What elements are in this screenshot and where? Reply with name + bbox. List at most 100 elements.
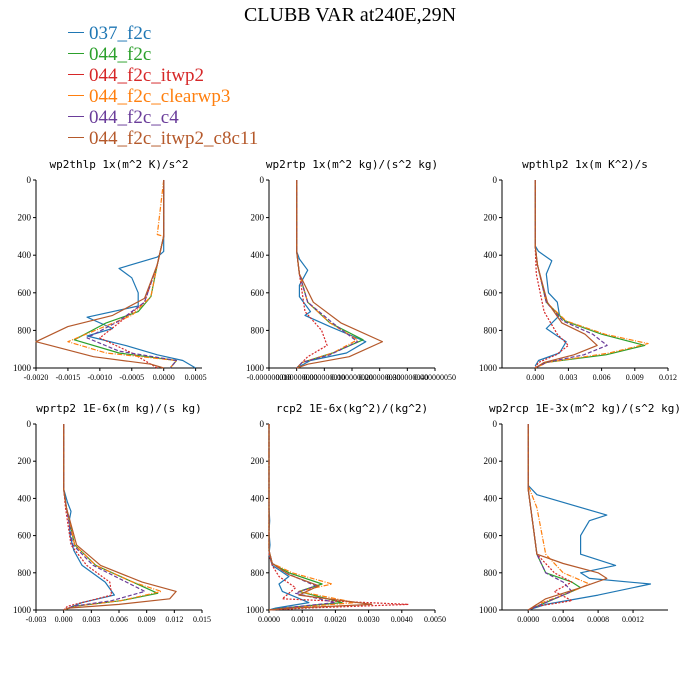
series-line-044-f2c: [296, 180, 364, 369]
y-tick-label: 1000: [479, 363, 498, 373]
y-tick-label: 800: [18, 568, 32, 578]
x-tick-label: 0.006: [593, 373, 611, 382]
legend-item: 044_f2c_clearwp3: [68, 85, 258, 107]
legend-swatch: [68, 94, 84, 96]
series-line-037-f2c: [63, 424, 116, 611]
y-tick-label: 800: [251, 568, 265, 578]
y-tick-label: 800: [484, 568, 498, 578]
y-tick-label: 400: [18, 250, 32, 260]
legend-swatch: [68, 31, 84, 33]
y-tick-label: 400: [251, 250, 265, 260]
y-tick-label: 0: [493, 175, 498, 185]
x-tick-label: 0.012: [165, 615, 183, 624]
panel-3: wpthlp2 1x(m K^2)/s 0 200 400 600 800 1000 0.00…: [479, 158, 677, 382]
legend-swatch: [68, 73, 84, 75]
y-tick-label: 400: [251, 493, 265, 503]
series-line-044-f2c-c4: [527, 424, 573, 611]
series-line-044-f2c-itwp2-c8c11: [63, 424, 177, 611]
x-tick-label: 0.012: [659, 373, 677, 382]
series-line-044-f2c-itwp2-c8c11: [35, 180, 165, 369]
series-line-044-f2c-clearwp3: [67, 179, 178, 369]
x-tick-label: -0.0020: [24, 373, 49, 382]
y-tick-label: 1000: [246, 605, 265, 615]
x-tick-label: -0.003: [26, 615, 47, 624]
series-line-044-f2c-itwp2-c8c11: [268, 424, 373, 611]
x-tick-label: -0.0010: [88, 373, 113, 382]
legend-swatch: [68, 136, 84, 138]
series-line-037-f2c: [296, 180, 367, 369]
x-tick-label: 0.000000020: [331, 373, 373, 382]
legend-item: 044_f2c_itwp2: [68, 64, 258, 86]
panel-title: wp2rcp 1E-3x(m^2 kg)/(s^2 kg): [489, 402, 681, 415]
x-tick-label: 0.000000050: [414, 373, 456, 382]
y-tick-label: 600: [484, 531, 498, 541]
x-tick-label: 0.0030: [358, 615, 380, 624]
x-tick-label: 0.000: [55, 615, 73, 624]
y-tick-label: 0: [27, 419, 32, 429]
x-tick-label: 0.009: [138, 615, 156, 624]
x-tick-label: 0.000000030: [359, 373, 401, 382]
series-line-044-f2c: [268, 424, 343, 611]
x-tick-label: 0.0000: [517, 615, 539, 624]
panel-2: wp2rtp 1x(m^2 kg)/(s^2 kg)0 200 400 600 800 1…: [246, 158, 456, 382]
panel-1: wp2thlp 1x(m^2 K)/s^202004006008001000-0…: [13, 158, 207, 382]
x-tick-label: 0.0010: [291, 615, 313, 624]
panel-title: wp2thlp 1x(m^2 K)/s^2: [49, 158, 188, 171]
series-line-044-f2c-itwp2-c8c11: [534, 180, 598, 369]
x-tick-label: 0.000: [526, 373, 544, 382]
y-tick-label: 0: [493, 419, 498, 429]
series-line-044-f2c-clearwp3: [63, 424, 162, 611]
panel-5: rcp2 1E-6x(kg^2)/(kg^2) 0 200 400 600 800 1000…: [246, 402, 446, 624]
legend-label: 044_f2c_itwp2: [89, 64, 205, 86]
legend-item: 044_f2c_itwp2_c8c11: [68, 127, 259, 149]
x-tick-label: 0.003: [559, 373, 577, 382]
y-tick-label: 1000: [246, 363, 265, 373]
x-tick-label: 0.0020: [324, 615, 346, 624]
panel-title: wpthlp2 1x(m K^2)/s: [522, 158, 648, 171]
figure-title: CLUBB VAR at240E,29N: [243, 4, 457, 26]
legend-label: 044_f2c_clearwp3: [89, 85, 231, 107]
x-tick-label: 0.0000: [258, 615, 280, 624]
legend: 037_f2c 044_f2c 044_f2c_itwp2 044_f2c_clear…: [68, 22, 259, 149]
y-tick-label: 0: [260, 175, 265, 185]
y-tick-label: 1000: [13, 605, 32, 615]
series-line-044-f2c: [527, 424, 582, 611]
legend-item: 044_f2c: [68, 43, 258, 65]
x-tick-label: 0.000000040: [386, 373, 428, 382]
y-tick-label: 600: [18, 531, 32, 541]
y-tick-label: 800: [18, 325, 32, 335]
y-tick-label: 400: [484, 250, 498, 260]
x-tick-label: -0.000000010: [247, 373, 292, 382]
x-tick-label: -0.0015: [56, 373, 81, 382]
y-tick-label: 200: [18, 213, 32, 223]
legend-label: 044_f2c: [89, 43, 152, 65]
y-tick-label: 600: [18, 288, 32, 298]
y-tick-label: 0: [27, 175, 32, 185]
series-line-044-f2c: [534, 180, 646, 369]
y-tick-label: 400: [18, 493, 32, 503]
y-tick-label: 400: [484, 493, 498, 503]
y-tick-label: 200: [18, 456, 32, 466]
series-line-044-f2c-itwp2: [268, 424, 409, 611]
x-tick-label: 0.0012: [622, 615, 644, 624]
x-tick-label: 0.000000000: [276, 373, 318, 382]
series-line-037-f2c: [534, 180, 567, 367]
series-line-044-f2c-itwp2: [534, 180, 570, 369]
x-tick-label: -0.0005: [119, 373, 144, 382]
legend-swatch: [68, 52, 84, 54]
panel-title: wp2rtp 1x(m^2 kg)/(s^2 kg): [266, 158, 438, 171]
y-tick-label: 1000: [13, 363, 32, 373]
y-tick-label: 200: [484, 456, 498, 466]
y-tick-label: 200: [484, 213, 498, 223]
x-tick-label: 0.0008: [587, 615, 609, 624]
x-tick-label: 0.003: [82, 615, 100, 624]
x-tick-label: 0.0040: [391, 615, 413, 624]
x-tick-label: 0.000000010: [303, 373, 345, 382]
y-tick-label: 1000: [479, 605, 498, 615]
legend-label: 044_f2c_itwp2_c8c11: [89, 127, 259, 149]
series-line-044-f2c-clearwp3: [527, 424, 591, 611]
legend-item: 037_f2c: [68, 22, 258, 44]
series-line-044-f2c-itwp2-c8c11: [527, 424, 608, 611]
